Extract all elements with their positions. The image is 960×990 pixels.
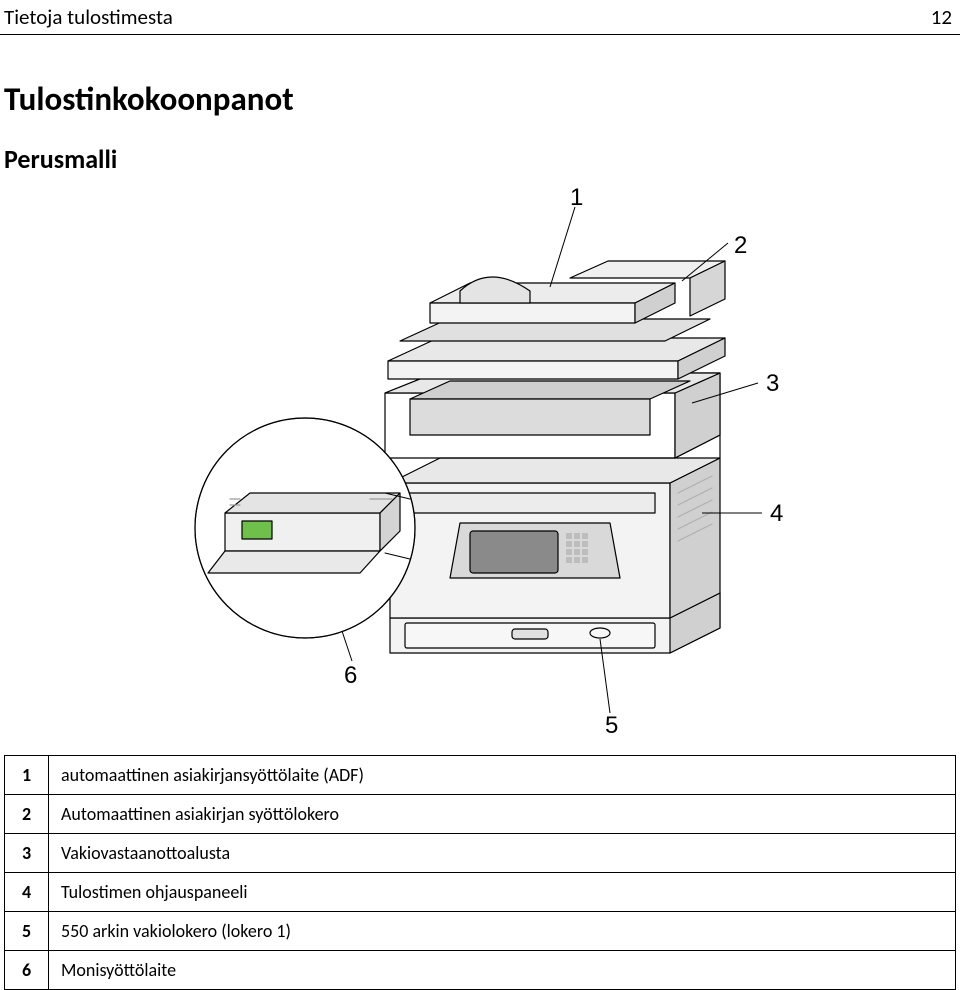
page-number: 12 bbox=[931, 4, 952, 30]
subsection-title: Perusmalli bbox=[4, 143, 960, 175]
part-label: Tulostimen ohjauspaneeli bbox=[49, 873, 956, 912]
section-title: Tulostinkokoonpanot bbox=[4, 79, 960, 119]
part-num: 2 bbox=[5, 795, 49, 834]
part-num: 4 bbox=[5, 873, 49, 912]
part-num: 6 bbox=[5, 951, 49, 990]
callout-6: 6 bbox=[344, 662, 357, 689]
printer-diagram: 1 2 3 4 5 6 bbox=[130, 183, 830, 743]
table-row: 4 Tulostimen ohjauspaneeli bbox=[5, 873, 956, 912]
header-title: Tietoja tulostimesta bbox=[4, 4, 173, 30]
callout-3: 3 bbox=[766, 370, 779, 397]
callout-1: 1 bbox=[570, 184, 583, 211]
callout-4: 4 bbox=[770, 500, 783, 527]
table-row: 6 Monisyöttölaite bbox=[5, 951, 956, 990]
part-num: 5 bbox=[5, 912, 49, 951]
table-row: 1 automaattinen asiakirjansyöttölaite (A… bbox=[5, 756, 956, 795]
table-row: 2 Automaattinen asiakirjan syöttölokero bbox=[5, 795, 956, 834]
table-row: 3 Vakiovastaanottoalusta bbox=[5, 834, 956, 873]
part-label: 550 arkin vakiolokero (lokero 1) bbox=[49, 912, 956, 951]
callout-2: 2 bbox=[734, 232, 747, 259]
part-num: 3 bbox=[5, 834, 49, 873]
part-num: 1 bbox=[5, 756, 49, 795]
part-label: automaattinen asiakirjansyöttölaite (ADF… bbox=[49, 756, 956, 795]
parts-table: 1 automaattinen asiakirjansyöttölaite (A… bbox=[4, 755, 956, 990]
page-header: Tietoja tulostimesta 12 bbox=[0, 0, 960, 35]
part-label: Monisyöttölaite bbox=[49, 951, 956, 990]
part-label: Vakiovastaanottoalusta bbox=[49, 834, 956, 873]
table-row: 5 550 arkin vakiolokero (lokero 1) bbox=[5, 912, 956, 951]
part-label: Automaattinen asiakirjan syöttölokero bbox=[49, 795, 956, 834]
callout-5: 5 bbox=[605, 712, 618, 739]
